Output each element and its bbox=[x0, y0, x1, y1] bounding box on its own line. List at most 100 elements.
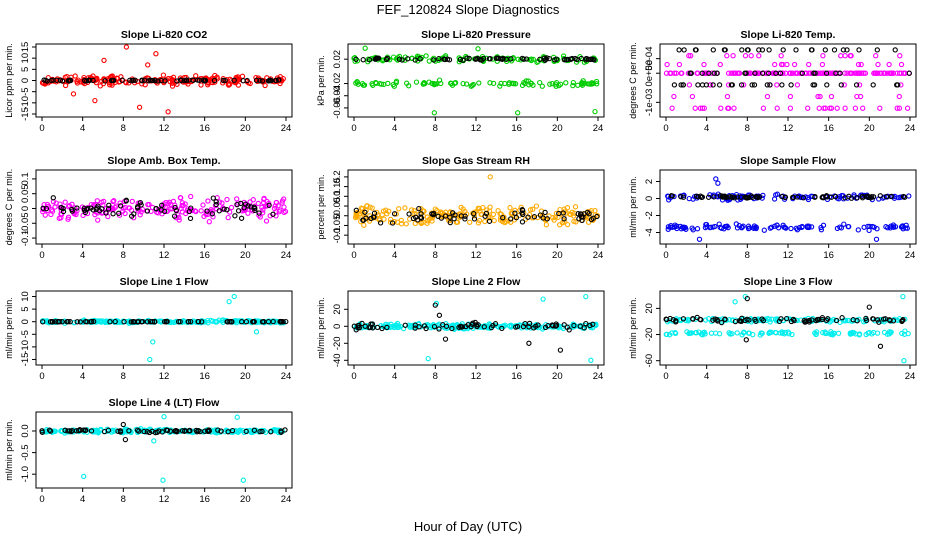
data-point bbox=[200, 202, 206, 208]
data-point bbox=[198, 82, 204, 88]
x-tick-label: 0 bbox=[351, 371, 356, 382]
y-tick-label: 2 bbox=[644, 179, 655, 184]
data-point bbox=[234, 196, 240, 202]
data-point bbox=[225, 429, 231, 435]
data-point bbox=[431, 110, 437, 116]
data-point bbox=[123, 198, 129, 204]
y-tick-label: 5e-04 bbox=[644, 46, 655, 70]
data-point bbox=[255, 200, 261, 207]
data-point bbox=[40, 205, 46, 211]
y-tick-label: -20 bbox=[644, 328, 655, 342]
data-point bbox=[712, 223, 718, 230]
data-point bbox=[482, 218, 488, 225]
data-point bbox=[126, 428, 132, 434]
panel-title: Slope Gas Stream RH bbox=[422, 155, 530, 167]
data-point bbox=[788, 82, 794, 88]
data-point bbox=[692, 105, 698, 111]
data-point bbox=[362, 209, 368, 215]
data-point bbox=[177, 75, 184, 81]
data-point bbox=[460, 57, 466, 63]
data-point bbox=[146, 429, 153, 436]
data-point bbox=[261, 319, 267, 325]
panel-frame bbox=[35, 411, 293, 489]
data-point bbox=[522, 320, 528, 327]
data-point bbox=[498, 80, 504, 87]
data-point bbox=[273, 199, 279, 206]
data-point bbox=[60, 205, 66, 212]
data-point bbox=[725, 105, 731, 111]
y-tick-label: -10 bbox=[20, 340, 31, 354]
x-tick-label: 4 bbox=[704, 371, 709, 382]
data-point bbox=[508, 219, 514, 225]
data-point bbox=[389, 324, 395, 330]
data-point bbox=[695, 82, 701, 88]
data-point bbox=[669, 330, 675, 336]
data-point bbox=[422, 80, 428, 87]
data-point bbox=[719, 193, 726, 199]
data-point bbox=[828, 331, 835, 337]
data-point bbox=[46, 427, 53, 433]
data-point bbox=[238, 200, 244, 207]
data-point bbox=[897, 53, 903, 59]
data-point bbox=[411, 208, 417, 214]
data-point bbox=[161, 414, 167, 420]
data-point bbox=[426, 216, 433, 222]
data-point bbox=[686, 53, 692, 59]
data-point bbox=[257, 428, 263, 435]
x-tick-label: 12 bbox=[783, 250, 794, 261]
data-point bbox=[354, 79, 361, 85]
data-point bbox=[438, 80, 444, 87]
data-point bbox=[694, 226, 701, 232]
data-point bbox=[535, 322, 541, 328]
data-point bbox=[714, 70, 720, 76]
data-point bbox=[716, 82, 723, 88]
data-point bbox=[773, 70, 779, 76]
data-point bbox=[240, 78, 246, 84]
data-point bbox=[281, 196, 287, 202]
data-point bbox=[671, 70, 678, 76]
data-point bbox=[447, 219, 453, 226]
data-point bbox=[804, 223, 810, 229]
data-point bbox=[724, 93, 731, 100]
data-point bbox=[242, 207, 248, 213]
data-point bbox=[448, 80, 454, 87]
data-point bbox=[47, 78, 54, 85]
data-point bbox=[877, 105, 883, 111]
data-point bbox=[715, 180, 721, 186]
data-point bbox=[833, 317, 840, 324]
data-point bbox=[224, 196, 230, 203]
data-point bbox=[788, 225, 794, 232]
data-point bbox=[858, 61, 864, 68]
data-point bbox=[65, 318, 71, 325]
x-tick-label: 20 bbox=[240, 123, 251, 134]
data-point bbox=[670, 317, 676, 323]
data-point bbox=[122, 436, 129, 443]
data-point bbox=[569, 209, 575, 215]
data-point bbox=[471, 211, 477, 217]
data-point bbox=[495, 208, 501, 214]
data-point bbox=[732, 299, 738, 305]
data-point bbox=[752, 70, 758, 76]
data-point bbox=[566, 327, 572, 333]
data-point bbox=[856, 82, 863, 88]
data-point bbox=[468, 323, 474, 330]
data-point bbox=[57, 319, 63, 325]
data-point bbox=[546, 55, 552, 62]
data-point bbox=[43, 205, 50, 212]
y-tick-label: 0 bbox=[20, 78, 31, 83]
data-point bbox=[487, 174, 493, 180]
data-point bbox=[171, 319, 177, 326]
data-point bbox=[81, 473, 87, 480]
data-point bbox=[783, 225, 789, 231]
data-point bbox=[854, 318, 860, 324]
data-point bbox=[491, 217, 497, 224]
data-point bbox=[824, 82, 830, 88]
data-point bbox=[75, 77, 81, 83]
data-point bbox=[701, 61, 707, 68]
data-point bbox=[543, 222, 550, 228]
data-point bbox=[842, 317, 848, 324]
data-point bbox=[739, 332, 745, 338]
panel-title: Slope Li-820 Temp. bbox=[741, 29, 836, 41]
data-point bbox=[537, 212, 544, 218]
data-point bbox=[442, 336, 449, 342]
